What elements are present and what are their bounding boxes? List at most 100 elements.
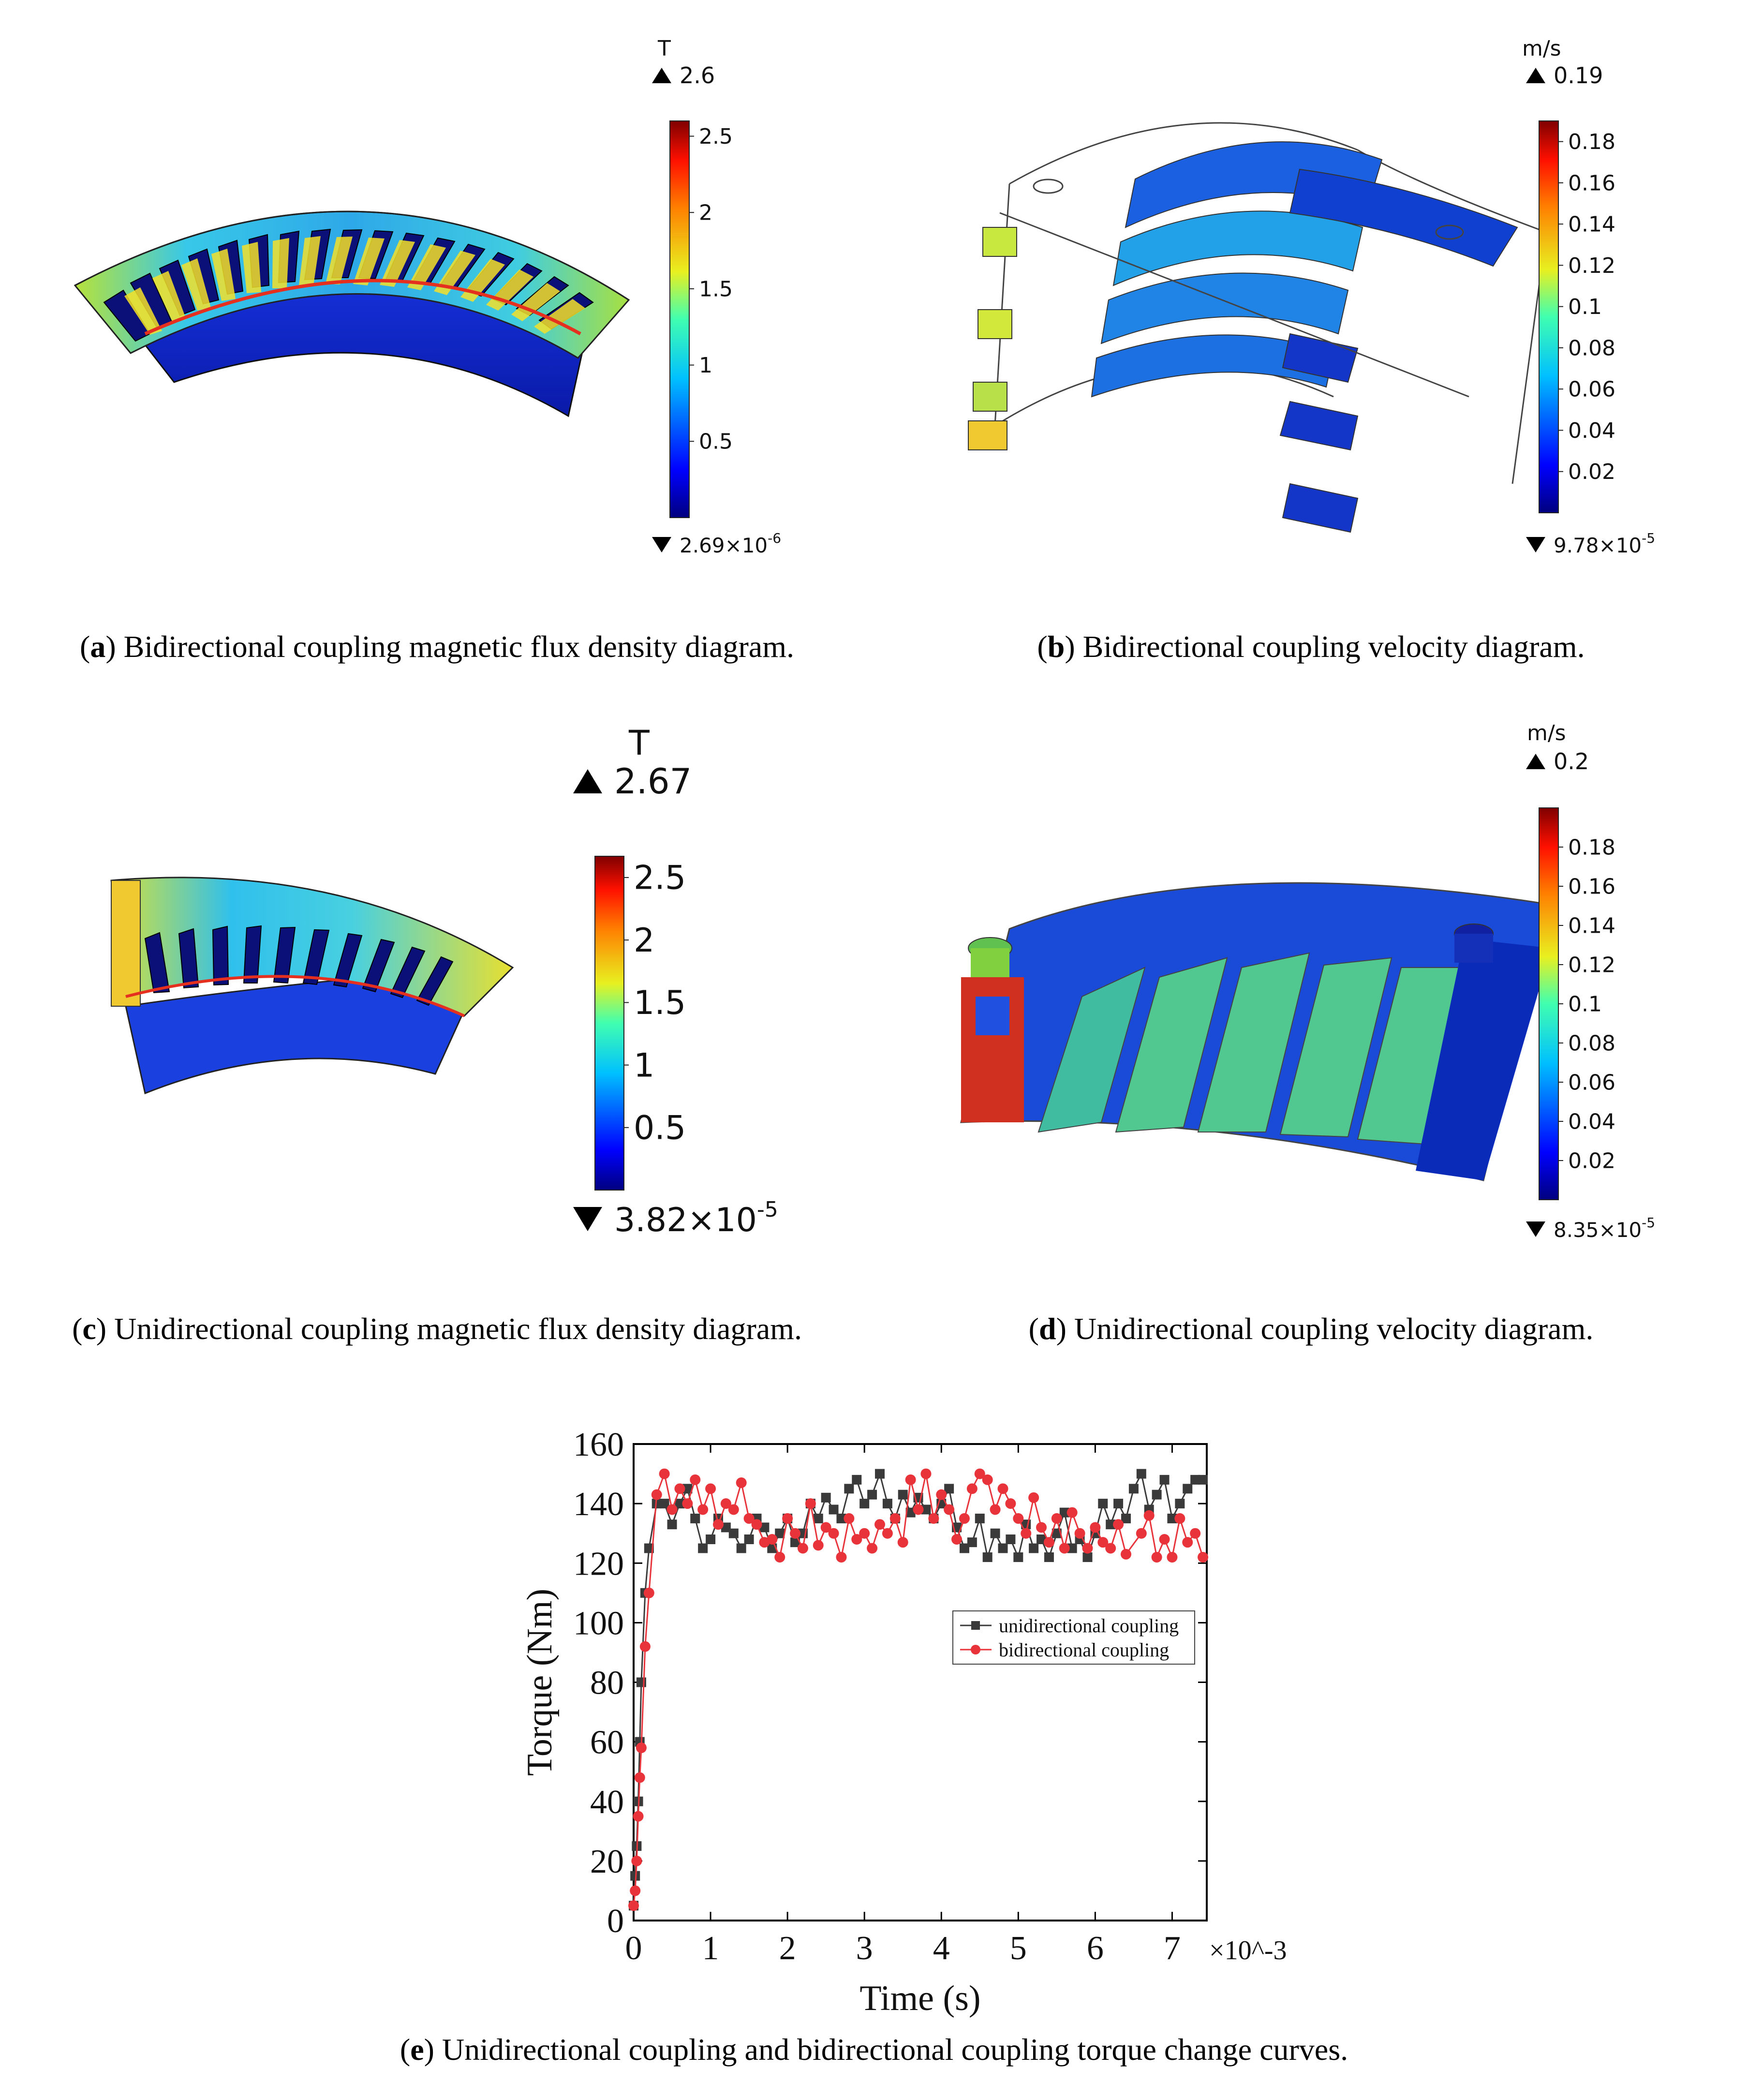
colorbar-tick-label: 0.08 — [1568, 1031, 1615, 1056]
legend-label: bidirectional coupling — [999, 1639, 1169, 1661]
colorbar-a-min-exp: -6 — [768, 530, 781, 546]
svg-text:2.69×10-6: 2.69×10-6 — [680, 530, 781, 557]
colorbar-tick-label: 0.12 — [1568, 253, 1615, 278]
data-point — [1182, 1537, 1193, 1548]
data-point — [659, 1468, 670, 1479]
colorbar-tick-label: 0.1 — [1568, 295, 1602, 319]
colorbar-tick-label: 0.06 — [1568, 377, 1615, 402]
data-point — [636, 1677, 646, 1687]
colorbar-c-ticks: 2.5 2 1.5 1 0.5 — [624, 859, 686, 1147]
data-point — [859, 1528, 870, 1539]
data-point — [1136, 1469, 1146, 1479]
min-triangle-icon — [1526, 1221, 1545, 1237]
inlet-region-d — [961, 923, 1494, 1122]
colorbar-c-min-base: 3.82×10 — [614, 1201, 757, 1239]
data-point — [990, 1504, 1001, 1515]
data-point — [1082, 1552, 1093, 1562]
data-point — [651, 1489, 662, 1500]
data-point — [821, 1492, 831, 1503]
x-multiplier-label: ×10^-3 — [1209, 1936, 1287, 1966]
colorbar-tick-label: 2.5 — [634, 859, 686, 897]
caption-b: (b) Bidirectional coupling velocity diag… — [1037, 629, 1585, 664]
svg-text:9.78×10-5: 9.78×10-5 — [1554, 530, 1655, 557]
data-point — [1143, 1510, 1155, 1521]
data-point — [667, 1504, 678, 1515]
data-point — [844, 1484, 854, 1494]
series-line — [633, 1471, 1203, 1906]
caption-e: (e) Unidirectional coupling and bidirect… — [400, 2032, 1348, 2067]
colorbar-tick-label: 0.04 — [1568, 418, 1615, 443]
data-point — [675, 1499, 685, 1509]
data-point — [1059, 1543, 1070, 1554]
colorbar-c-min-exp: -5 — [757, 1197, 778, 1222]
data-point — [698, 1543, 708, 1553]
colorbar-b-min-base: 9.78×10 — [1554, 534, 1642, 557]
svg-text:3.82×10-5: 3.82×10-5 — [614, 1197, 778, 1239]
data-point — [682, 1498, 693, 1509]
data-point — [1105, 1543, 1116, 1554]
data-point — [690, 1474, 701, 1485]
data-point — [1059, 1507, 1069, 1518]
data-point — [630, 1885, 641, 1896]
colorbar-tick-label: 0.06 — [1568, 1070, 1615, 1095]
svg-text:8.35×10-5: 8.35×10-5 — [1554, 1215, 1655, 1242]
data-point — [697, 1504, 709, 1515]
data-point — [828, 1528, 839, 1539]
colorbar-d-min-exp: -5 — [1642, 1215, 1655, 1231]
colorbar-c-max: 2.67 — [614, 761, 692, 802]
data-point — [728, 1528, 739, 1538]
data-point — [720, 1498, 731, 1509]
data-point — [936, 1489, 947, 1500]
colorbar-tick-label: 0.14 — [1568, 212, 1615, 237]
colorbar-tick-label: 0.18 — [1568, 835, 1615, 860]
data-point — [728, 1504, 739, 1515]
colorbar-tick-label: 0.1 — [1568, 992, 1602, 1016]
colorbar-b-ticks: 0.18 0.16 0.14 0.12 0.1 0.08 0.06 0.04 0.02 — [1558, 130, 1615, 484]
colorbar-a-max: 2.6 — [680, 62, 715, 89]
data-point — [1067, 1543, 1077, 1553]
data-point — [974, 1468, 985, 1479]
x-tick-label: 6 — [1087, 1930, 1104, 1967]
panel-c: T 2.67 2.5 2 1.5 1 0.5 3.82×10-5 (c) Unidire… — [0, 697, 874, 1374]
colorbar-tick-label: 0.18 — [1568, 130, 1615, 154]
data-point — [813, 1540, 824, 1551]
data-point — [1175, 1499, 1185, 1509]
colorbar-tick-label: 0.14 — [1568, 913, 1615, 938]
max-triangle-icon — [573, 769, 602, 793]
data-point — [905, 1474, 916, 1485]
data-point — [743, 1513, 755, 1524]
y-tick-label: 20 — [590, 1843, 624, 1880]
data-point — [1074, 1528, 1085, 1539]
data-point — [928, 1513, 939, 1524]
data-point — [643, 1587, 654, 1598]
max-triangle-icon — [652, 68, 671, 83]
colorbar-c-unit: T — [628, 723, 650, 763]
colorbar-b-unit: m/s — [1522, 36, 1561, 61]
colorbar-a-ticks: 2.5 2 1.5 1 0.5 — [689, 124, 733, 454]
data-point — [782, 1513, 793, 1524]
colorbar-d-min-base: 8.35×10 — [1554, 1218, 1642, 1242]
data-point — [851, 1534, 862, 1545]
data-point — [867, 1489, 877, 1500]
data-point — [882, 1499, 892, 1509]
colorbar-c: T 2.67 2.5 2 1.5 1 0.5 3.82×10-5 — [573, 723, 778, 1239]
data-point — [630, 1871, 640, 1881]
data-point — [1190, 1474, 1200, 1485]
colorbar-b: m/s 0.19 0.18 0.16 0.14 0.12 0.1 0.08 0.06 0.04… — [1522, 36, 1655, 557]
colorbar-tick-label: 0.04 — [1568, 1109, 1615, 1134]
data-point — [659, 1499, 669, 1509]
colorbar-tick-label: 1 — [634, 1046, 654, 1085]
data-point — [1121, 1513, 1131, 1523]
data-point — [644, 1543, 654, 1553]
colorbar-a-min-base: 2.69×10 — [680, 534, 768, 557]
x-tick-label: 0 — [625, 1930, 642, 1967]
data-point — [1036, 1522, 1047, 1533]
data-point — [774, 1551, 785, 1563]
data-point — [836, 1513, 846, 1523]
colorbar-d: m/s 0.2 0.180.160.140.120.10.080.060.040… — [1526, 721, 1655, 1242]
colorbar-tick-label: 0.5 — [634, 1109, 686, 1147]
data-point — [634, 1772, 645, 1783]
y-tick-label: 40 — [590, 1784, 624, 1821]
data-point — [736, 1543, 746, 1553]
data-point — [951, 1534, 963, 1545]
